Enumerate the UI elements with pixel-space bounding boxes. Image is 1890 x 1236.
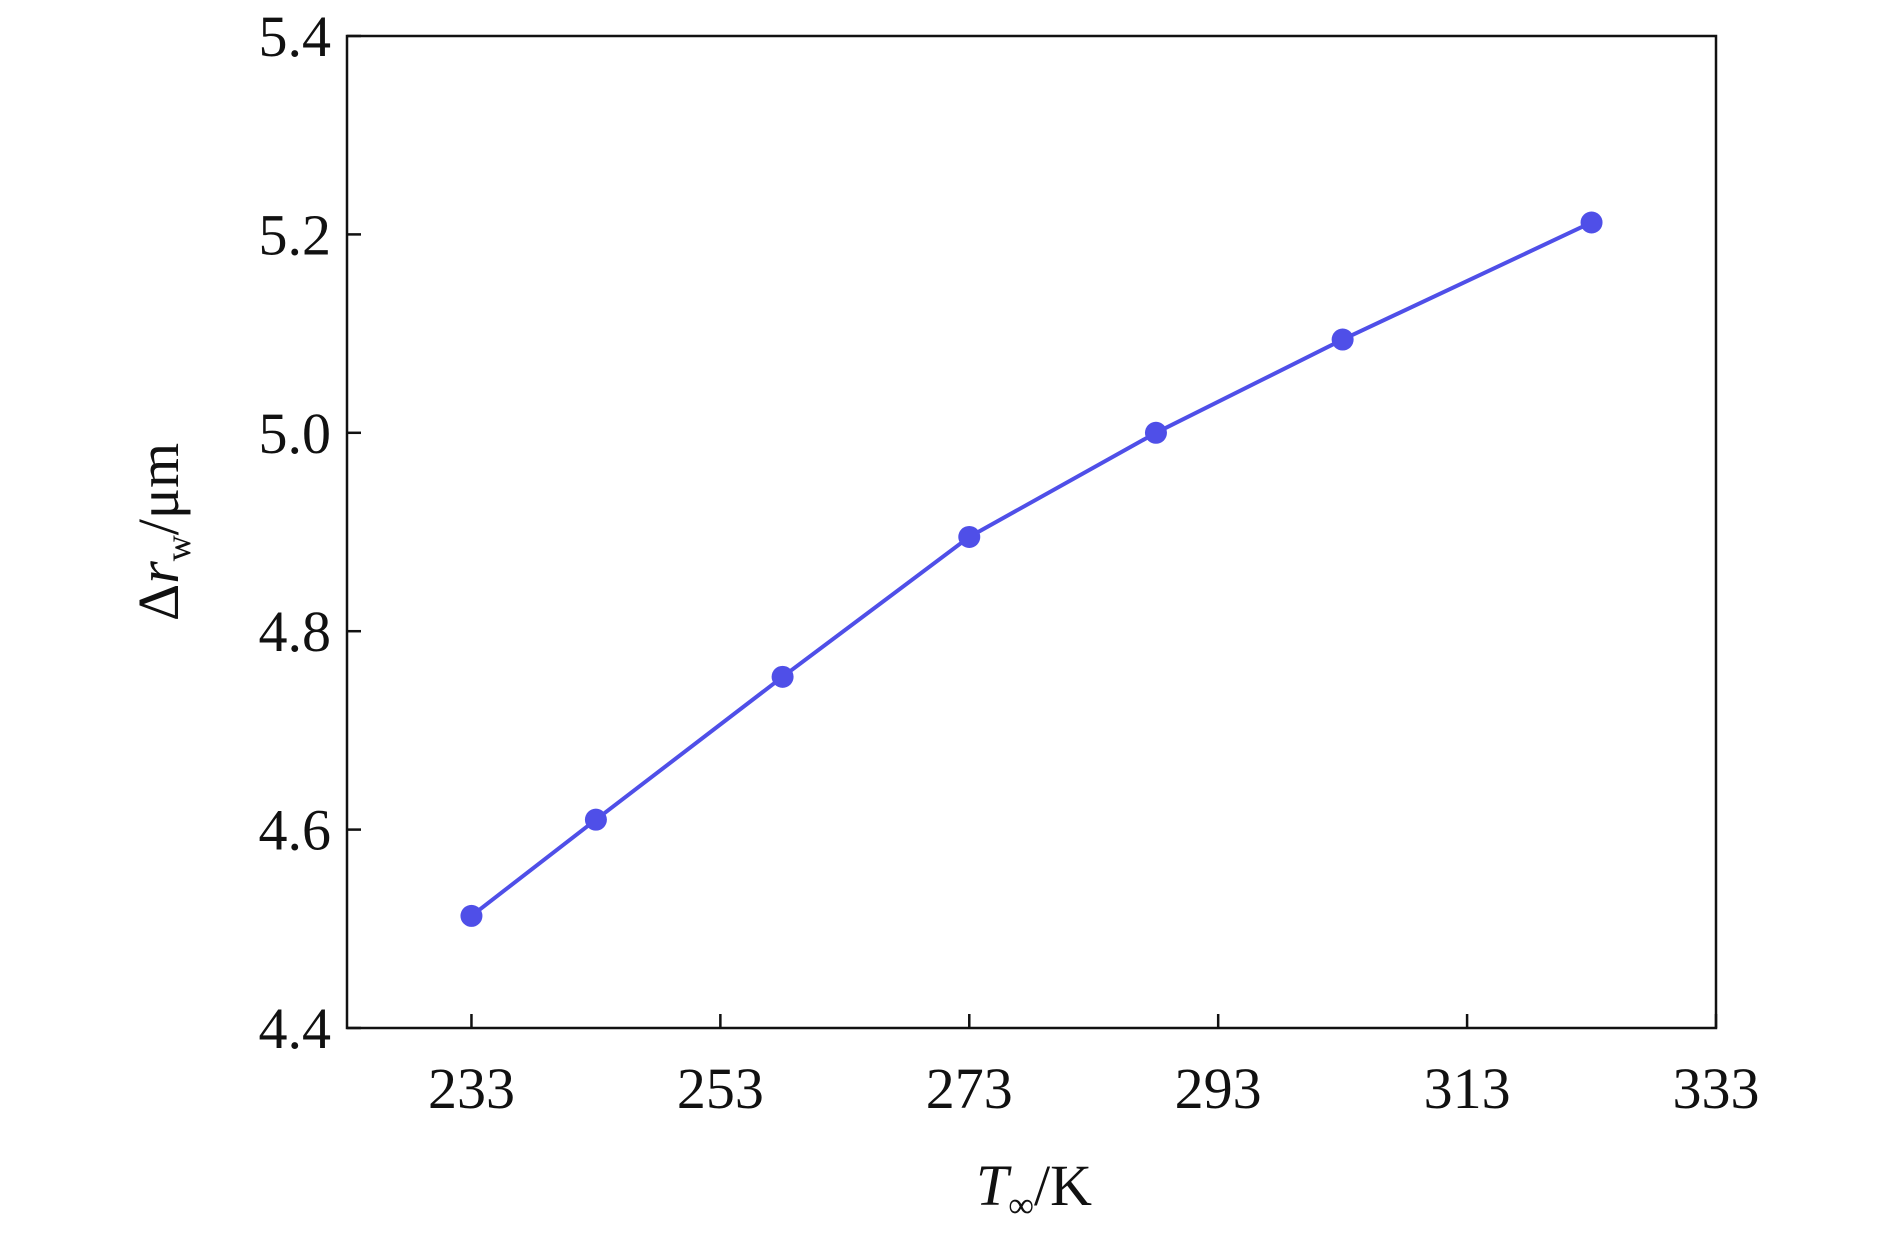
x-tick-label: 313 bbox=[1424, 1056, 1511, 1121]
marker bbox=[584, 808, 607, 831]
marker bbox=[1580, 211, 1603, 234]
y-tick-label: 4.8 bbox=[259, 599, 332, 664]
y-tick-label: 5.0 bbox=[259, 401, 332, 466]
marker bbox=[771, 665, 794, 688]
x-label-part: ∞ bbox=[1008, 1185, 1034, 1225]
x-tick-label: 253 bbox=[677, 1056, 764, 1121]
y-tick-label: 5.2 bbox=[259, 202, 332, 267]
y-tick-label: 5.4 bbox=[259, 4, 332, 69]
plot-frame bbox=[345, 34, 1718, 1030]
x-tick-label: 293 bbox=[1175, 1056, 1262, 1121]
y-label-part: Δ bbox=[126, 584, 191, 621]
line bbox=[470, 220, 1593, 918]
y-label-part: w bbox=[158, 535, 198, 561]
y-axis-label: Δrw/μm bbox=[126, 443, 198, 621]
y-label-part: /μm bbox=[126, 443, 191, 535]
marker bbox=[1331, 328, 1354, 351]
y-label-part: r bbox=[126, 561, 191, 584]
marker bbox=[460, 904, 483, 927]
x-tick-label: 273 bbox=[926, 1056, 1013, 1121]
marker bbox=[958, 525, 981, 548]
marker bbox=[1144, 421, 1167, 444]
x-label-part: T bbox=[976, 1153, 1012, 1218]
y-tick-label: 4.6 bbox=[259, 798, 332, 863]
y-tick-label: 4.4 bbox=[259, 996, 332, 1061]
x-tick-label: 333 bbox=[1673, 1056, 1760, 1121]
x-label-part: /K bbox=[1034, 1153, 1092, 1218]
x-axis-label: T∞/K bbox=[976, 1153, 1092, 1225]
x-tick-label: 233 bbox=[428, 1056, 515, 1121]
